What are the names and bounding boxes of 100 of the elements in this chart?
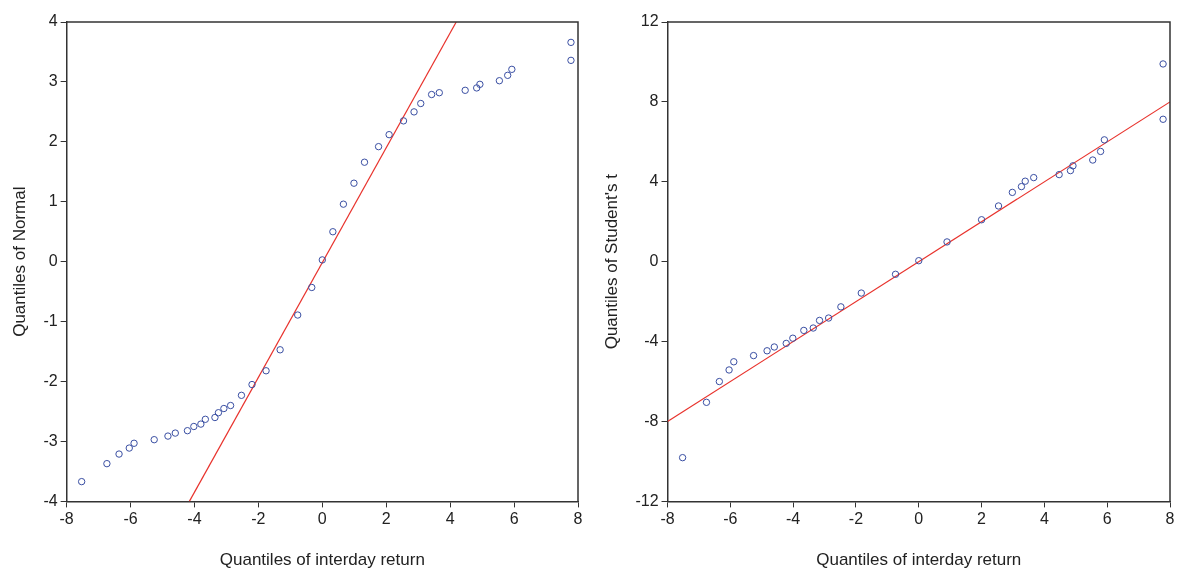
- point: [763, 347, 771, 355]
- point: [220, 404, 228, 413]
- point: [725, 366, 733, 374]
- point: [1021, 177, 1029, 185]
- point: [1069, 162, 1077, 170]
- point: [977, 216, 986, 224]
- point: [214, 409, 223, 417]
- y-tick-label: 4: [649, 172, 659, 190]
- point: [385, 130, 393, 139]
- point: [730, 358, 738, 366]
- x-tick-label: -8: [59, 510, 74, 528]
- point: [350, 179, 358, 187]
- point: [125, 444, 133, 452]
- x-tick-label: 2: [977, 510, 987, 528]
- point: [702, 398, 711, 407]
- point: [567, 38, 575, 47]
- x-tick-label: -6: [123, 510, 138, 528]
- point: [211, 413, 219, 422]
- y-tick-label: -12: [635, 491, 659, 509]
- y-tick-label: -4: [644, 332, 659, 350]
- x-tick-label: 2: [381, 510, 391, 528]
- point: [115, 450, 123, 458]
- x-tick-label: 0: [914, 510, 924, 528]
- point: [237, 391, 246, 400]
- y-tick-label: -4: [43, 491, 58, 509]
- point: [1030, 173, 1038, 182]
- x-tick-label: 6: [509, 510, 519, 528]
- point: [824, 314, 833, 322]
- point: [1017, 182, 1026, 191]
- point: [417, 99, 425, 108]
- point: [800, 326, 808, 335]
- y-tick-label: 12: [640, 12, 659, 30]
- point: [837, 303, 845, 311]
- point: [183, 426, 192, 435]
- x-tick-label: 4: [1039, 510, 1049, 528]
- x-tick-label: -2: [848, 510, 864, 528]
- point: [399, 117, 408, 125]
- y-tick-label: 2: [48, 132, 58, 150]
- y-tick-label: -2: [43, 371, 58, 389]
- x-tick-label: 0: [317, 510, 327, 528]
- y-tick-label: 0: [649, 252, 659, 270]
- y-tick-label: -3: [43, 431, 58, 449]
- y-tick-label: 8: [649, 92, 659, 110]
- point: [262, 367, 270, 375]
- x-tick-label: -4: [187, 510, 202, 528]
- point: [171, 429, 179, 437]
- x-tick-label: 4: [445, 510, 455, 528]
- point: [770, 343, 778, 351]
- point: [329, 228, 337, 236]
- point: [789, 334, 797, 342]
- point: [1159, 115, 1167, 123]
- x-tick-label: -8: [660, 510, 675, 528]
- x-tick-label: 6: [1102, 510, 1112, 528]
- point: [472, 84, 481, 92]
- point: [435, 89, 443, 97]
- point: [201, 415, 210, 423]
- point: [150, 435, 158, 444]
- y-tick-label: 3: [48, 72, 58, 90]
- point: [248, 380, 256, 389]
- point: [994, 202, 1003, 210]
- point: [1066, 166, 1075, 175]
- point: [567, 56, 575, 65]
- point: [782, 339, 790, 348]
- point: [226, 401, 235, 410]
- point: [294, 311, 302, 319]
- point: [857, 289, 865, 297]
- point: [715, 377, 724, 386]
- point: [190, 422, 198, 431]
- point: [360, 158, 369, 166]
- x-tick-label: 8: [1165, 510, 1175, 528]
- point: [1008, 188, 1017, 197]
- y-tick-label: 1: [48, 192, 58, 210]
- point: [815, 316, 824, 325]
- point: [508, 65, 516, 74]
- point: [1159, 60, 1167, 68]
- point: [461, 86, 469, 95]
- point: [915, 257, 923, 265]
- x-axis-title: Quantiles of interday return: [816, 550, 1022, 570]
- y-axis-title: Quantiles of Normal: [9, 186, 29, 337]
- point: [809, 324, 817, 332]
- y-axis-title: Quantiles of Student's t: [601, 173, 621, 350]
- point: [130, 439, 138, 447]
- point: [1096, 147, 1105, 156]
- x-axis-title: Quantiles of interday return: [219, 550, 425, 570]
- point: [749, 351, 758, 360]
- y-tick-label: -1: [43, 312, 58, 330]
- point: [318, 256, 327, 264]
- point: [1055, 170, 1063, 179]
- x-tick-label: -4: [786, 510, 801, 528]
- point: [77, 477, 86, 486]
- point: [1089, 156, 1097, 164]
- point: [476, 80, 484, 89]
- x-tick-label: -6: [723, 510, 738, 528]
- y-tick-label: 0: [48, 252, 58, 270]
- point: [410, 108, 418, 116]
- point: [339, 200, 348, 208]
- y-tick-label: -8: [644, 411, 659, 429]
- x-tick-label: 8: [573, 510, 583, 528]
- point: [103, 459, 111, 468]
- point: [276, 346, 284, 354]
